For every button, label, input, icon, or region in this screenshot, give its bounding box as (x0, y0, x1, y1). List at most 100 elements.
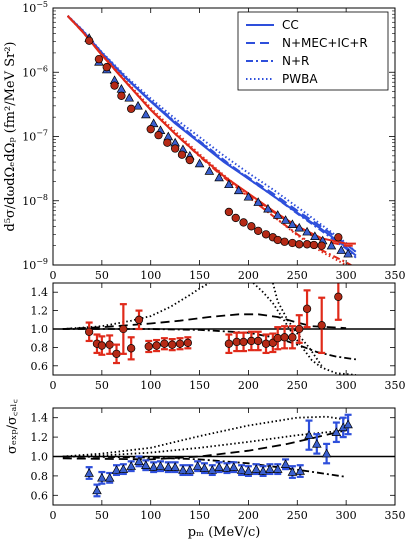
legend-label: PWBA (282, 72, 318, 86)
y-tick-label: 0.8 (31, 341, 49, 354)
series-line-pwba (62, 415, 347, 458)
plot-area (53, 413, 395, 498)
data-point-red (85, 327, 94, 336)
data-point-blue (251, 464, 262, 473)
series-line-pwba (62, 429, 347, 458)
data-point-red (163, 138, 172, 147)
data-point-blue (331, 427, 342, 436)
data-point-red (185, 155, 194, 165)
x-tick-label: 100 (140, 379, 161, 392)
series-line-pwba (252, 283, 356, 375)
data-point-blue (310, 231, 320, 240)
x-tick-label: 50 (95, 509, 109, 522)
data-point-red (280, 333, 289, 342)
y-tick-label: 10−8 (22, 193, 48, 208)
data-point-blue (272, 464, 283, 473)
y-tick-label: 0.8 (31, 470, 49, 483)
series-line-pwba (272, 283, 323, 367)
data-point-blue (97, 472, 107, 482)
series-line-n-mec-ic-r (62, 429, 347, 461)
y-tick-label: 1.0 (31, 323, 49, 336)
data-point-blue (222, 463, 232, 472)
panel-bottom: 0 50 100 150 200 250 300 350 0.6 0.8 1.0 1.2 1.4 σₑₓₚ… (5, 399, 406, 540)
data-point-red (334, 292, 343, 301)
x-tick-label: 150 (189, 509, 210, 522)
plot-area (66, 14, 357, 265)
panel-middle: 0 50 100 150 200 250 300 350 0.6 0.8 1.0 1.2 1.4 (31, 282, 406, 392)
data-point-red (177, 150, 187, 159)
y-axis-label: d⁵σ/dωdΩₑdΩₚ (fm²/MeV Sr²) (3, 41, 18, 231)
data-point-blue (336, 245, 347, 254)
y-tick-label: 10−7 (22, 129, 48, 144)
data-point-blue (243, 191, 254, 201)
y-tick-label: 1.2 (31, 431, 49, 444)
x-tick-label: 250 (287, 379, 308, 392)
data-point-blue (199, 463, 210, 472)
x-tick-label: 100 (140, 509, 161, 522)
data-point-red (302, 240, 312, 249)
data-point-red (105, 340, 114, 349)
x-tick-label: 300 (336, 379, 357, 392)
x-tick-label: 0 (50, 509, 57, 522)
legend: CC N+MEC+IC+R N+R PWBA (237, 11, 389, 91)
x-tick-label: 0 (50, 269, 57, 282)
data-point-blue (141, 109, 151, 119)
y-axis-label: σₑₓₚ/σ꜀ₐₗ꜀ (5, 399, 20, 454)
data-point-blue (170, 462, 180, 471)
data-point-blue (111, 465, 122, 474)
data-point-red (127, 344, 136, 353)
legend-label: N+MEC+IC+R (282, 36, 368, 50)
data-point-blue (104, 472, 115, 482)
data-point-blue (148, 462, 159, 471)
data-point-blue (294, 222, 305, 232)
data-point-red (239, 218, 248, 227)
y-tick-label: 1.4 (31, 412, 49, 425)
data-point-blue (134, 456, 144, 466)
data-point-red (127, 104, 136, 113)
y-tick-label: 1.2 (31, 305, 49, 318)
x-tick-label: 350 (385, 269, 406, 282)
data-point-blue (287, 219, 298, 229)
data-point-blue (185, 465, 195, 474)
x-tick-label: 150 (189, 269, 210, 282)
data-point-red (119, 324, 128, 334)
data-point-red (254, 336, 263, 346)
data-point-red (146, 125, 155, 134)
data-point-red (85, 36, 94, 45)
data-point-red (232, 337, 241, 347)
data-point-blue (178, 465, 188, 474)
data-point-red (288, 333, 297, 342)
x-tick-label: 300 (336, 509, 357, 522)
data-point-red (254, 226, 263, 236)
legend-label: N+R (282, 54, 309, 68)
data-point-blue (280, 459, 291, 468)
data-point-blue (312, 438, 322, 448)
x-tick-label: 250 (287, 269, 308, 282)
data-point-red (112, 349, 121, 358)
data-point-red (317, 321, 326, 330)
plot-area (53, 283, 395, 375)
data-point-red (97, 341, 107, 350)
data-point-blue (280, 215, 291, 224)
data-point-blue (228, 462, 239, 471)
data-point-red (302, 304, 312, 313)
data-point-red (154, 130, 163, 140)
data-point-red (134, 315, 144, 324)
data-point-blue (204, 166, 215, 175)
data-point-red (273, 334, 282, 343)
data-point-blue (243, 466, 254, 475)
data-point-blue (343, 248, 353, 258)
data-point-blue (163, 462, 174, 471)
data-point-red (160, 339, 169, 348)
data-point-blue (126, 461, 136, 470)
data-point-red (224, 207, 234, 217)
data-point-blue (194, 158, 205, 168)
data-point-red (117, 91, 126, 100)
data-point-blue (124, 92, 135, 102)
data-point-blue (155, 461, 166, 470)
data-point-blue (253, 197, 263, 206)
data-point-red (247, 222, 256, 231)
data-point-red (261, 339, 271, 348)
